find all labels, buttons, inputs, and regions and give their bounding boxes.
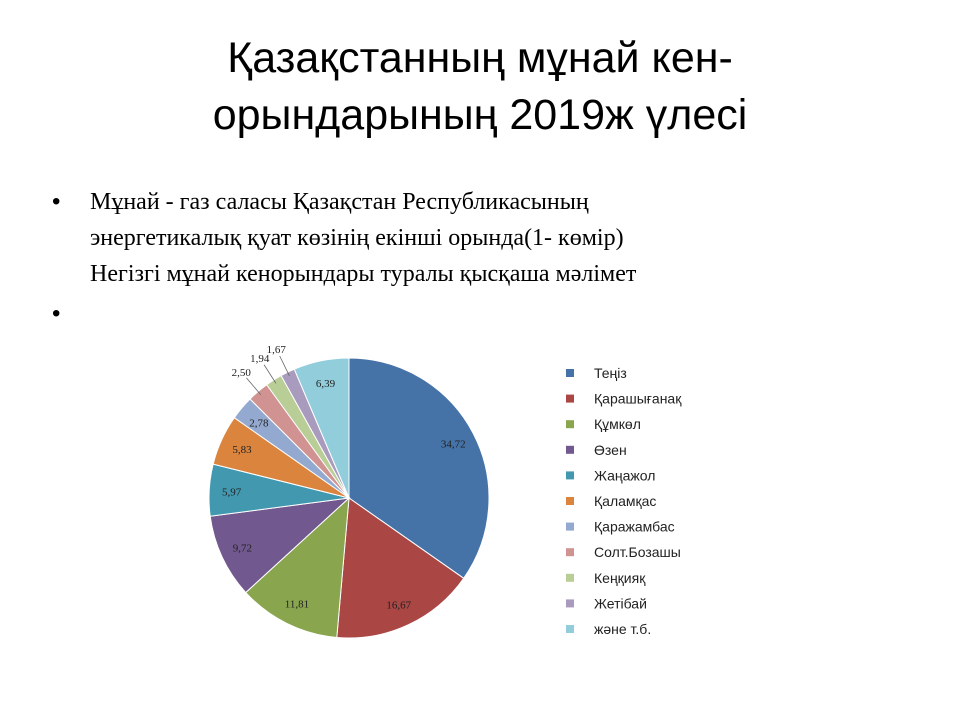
legend-swatch bbox=[566, 420, 574, 429]
pie-leader-line bbox=[263, 364, 277, 384]
legend-label: Теңіз bbox=[594, 365, 627, 381]
legend-swatch bbox=[566, 497, 574, 505]
legend-label: және т.б. bbox=[594, 621, 651, 637]
pie-slice bbox=[209, 497, 351, 594]
legend-label: Солт.Бозашы bbox=[594, 544, 681, 560]
slide-title-line-2: орындарының 2019ж үлесі bbox=[212, 91, 748, 139]
bullet-text-line-3: Негізгі мұнай кенорындары туралы қысқаша… bbox=[90, 261, 637, 287]
pie-data-label: 1,94 bbox=[250, 353, 270, 365]
bullet-item-empty: • bbox=[52, 296, 912, 332]
pie-slice bbox=[336, 497, 465, 639]
legend-swatch bbox=[566, 369, 574, 377]
legend-swatch bbox=[566, 394, 574, 403]
pie-data-label: 5,83 bbox=[232, 444, 252, 456]
pie-slice bbox=[348, 357, 490, 579]
legend-label: Жетібай bbox=[594, 595, 647, 611]
pie-data-label: 2,78 bbox=[249, 417, 269, 429]
pie-data-label: 34,72 bbox=[441, 439, 466, 451]
pie-leader-line bbox=[279, 355, 290, 376]
pie-data-label: 1,67 bbox=[267, 344, 287, 356]
pie-data-labels: 34,72 16,67 11,81 9,72 5,97 5,83 2,78 2,50 1,941… bbox=[222, 344, 466, 612]
bullet-list: • Мұнай - газ саласы Қазақстан Республик… bbox=[52, 184, 912, 332]
legend-swatch bbox=[566, 522, 574, 531]
pie-data-label: 6,39 bbox=[316, 378, 336, 390]
legend-swatch bbox=[566, 445, 574, 454]
pie-data-label: 5,97 bbox=[222, 486, 242, 498]
pie-data-label: 11,81 bbox=[285, 598, 309, 610]
pie-leader-line bbox=[246, 377, 261, 395]
legend-label: Жаңажол bbox=[594, 467, 655, 483]
pie-slices bbox=[208, 357, 490, 639]
bullet-icon: • bbox=[52, 300, 61, 327]
pie-leader-lines bbox=[246, 355, 290, 395]
legend-swatch bbox=[566, 599, 574, 608]
legend-swatch bbox=[566, 548, 574, 557]
bullet-text-line-2: энергетикалық қуат көзінің екінші орында… bbox=[90, 225, 624, 251]
legend-label: Кеңқияқ bbox=[594, 570, 646, 586]
pie-data-label: 16,67 bbox=[386, 600, 411, 612]
legend-swatch bbox=[566, 625, 574, 633]
legend-swatch bbox=[566, 573, 574, 582]
legend-label: Құмкөл bbox=[594, 416, 641, 432]
pie-data-label: 9,72 bbox=[233, 543, 252, 555]
legend-label: Қарашығанақ bbox=[594, 391, 682, 407]
legend-label: Өзен bbox=[594, 442, 627, 458]
slide-title: Қазақстанның мұнай кен- орындарының 2019… bbox=[80, 30, 880, 144]
bullet-icon: • bbox=[52, 188, 61, 215]
bullet-text-line-1: Мұнай - газ саласы Қазақстан Республикас… bbox=[90, 189, 589, 215]
pie-data-label: 2,50 bbox=[232, 367, 252, 379]
legend-label: Қаламқас bbox=[594, 493, 656, 509]
slide-title-line-1: Қазақстанның мұнай кен- bbox=[227, 34, 733, 82]
bullet-item: • Мұнай - газ саласы Қазақстан Республик… bbox=[52, 184, 912, 292]
pie-slice bbox=[293, 357, 350, 499]
pie-slice bbox=[245, 496, 350, 639]
legend-swatch bbox=[566, 471, 574, 480]
legend-label: Қаражамбас bbox=[594, 519, 675, 535]
chart-legend: Теңіз Қарашығанақ Құмкөл Өзен Жаңажол Қаламқа… bbox=[566, 365, 682, 637]
